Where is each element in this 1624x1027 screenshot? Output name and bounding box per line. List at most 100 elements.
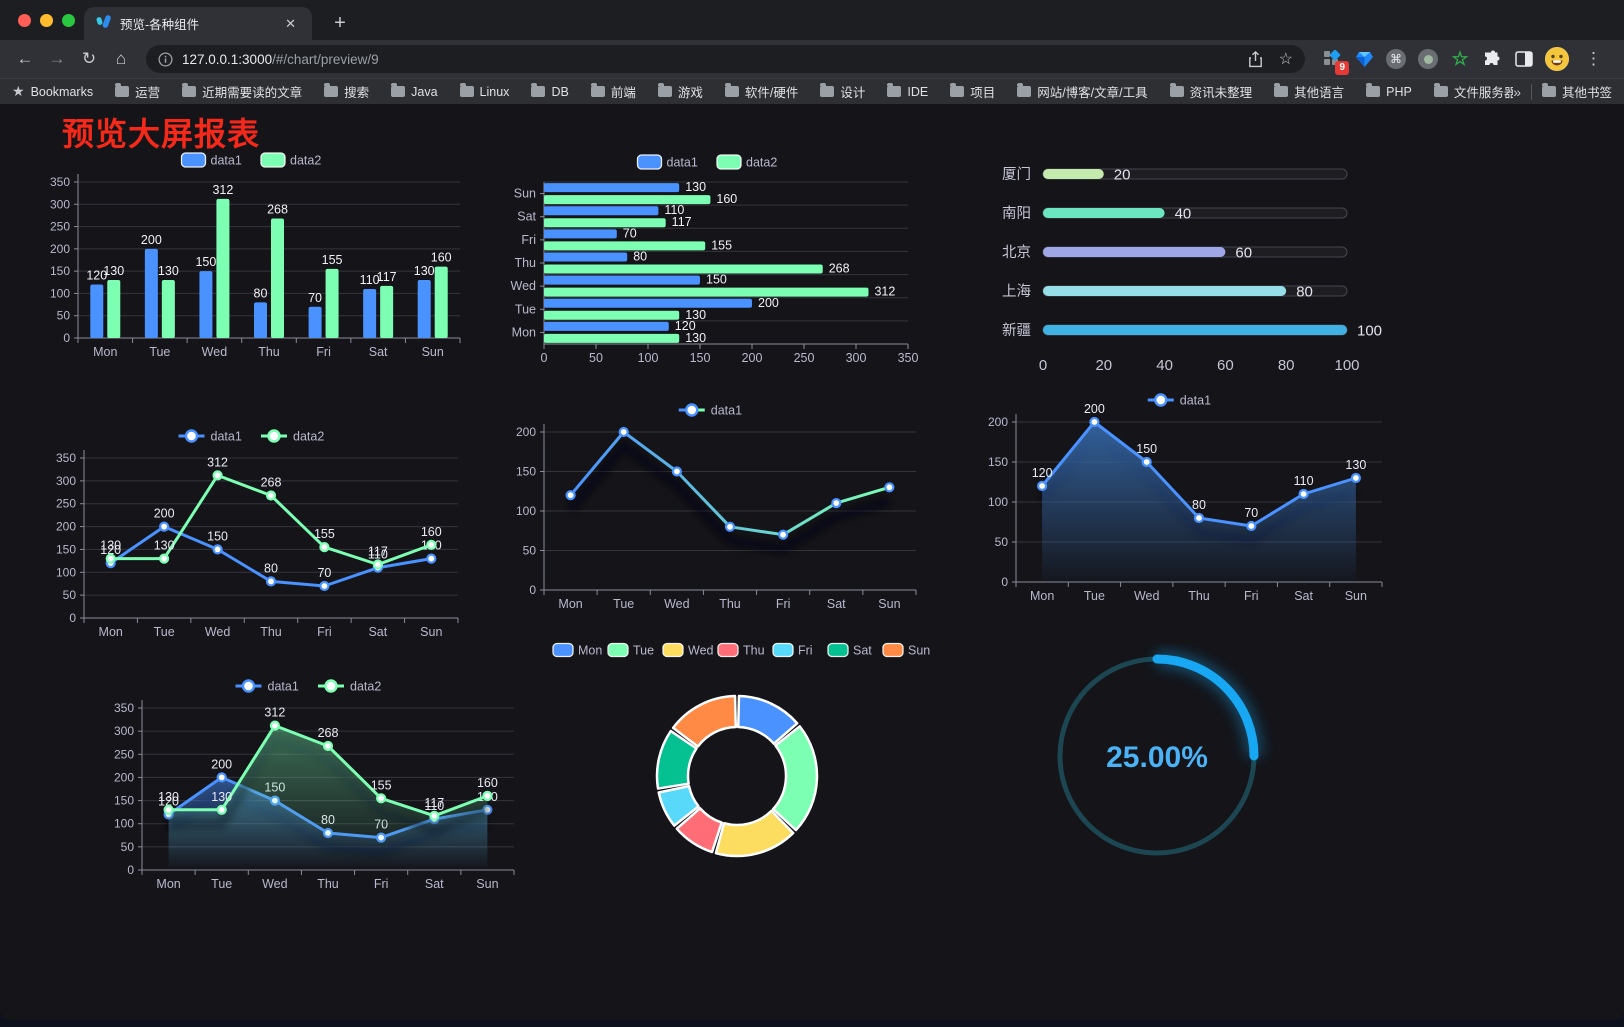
svg-text:100: 100 (1334, 357, 1359, 374)
svg-text:150: 150 (1136, 442, 1157, 456)
bookmark-folder[interactable]: 前端 (590, 82, 636, 101)
svg-text:130: 130 (414, 264, 435, 278)
reload-button[interactable]: ↻ (81, 49, 97, 68)
bookmark-folder[interactable]: 其他语言 (1274, 82, 1344, 101)
svg-text:Sat: Sat (853, 644, 872, 658)
svg-text:70: 70 (623, 226, 637, 240)
bookmark-folder[interactable]: 近期需要读的文章 (182, 82, 302, 101)
extension-gem-icon[interactable] (1353, 48, 1375, 70)
address-bar[interactable]: 127.0.0.1:3000/#/chart/preview/9 ☆ (146, 45, 1305, 73)
svg-text:268: 268 (829, 262, 850, 276)
forward-button[interactable]: → (48, 49, 66, 68)
chart-legend[interactable]: data1 data2 (180, 152, 322, 168)
svg-text:150: 150 (114, 794, 134, 808)
svg-text:350: 350 (56, 451, 76, 465)
svg-text:Sun: Sun (514, 187, 536, 201)
bookmark-star-icon[interactable]: ☆ (1278, 51, 1293, 68)
traffic-light-minimize[interactable] (40, 14, 53, 27)
bookmark-folder[interactable]: PHP (1366, 83, 1412, 99)
two-series-area-chart[interactable]: 0 50 100 150 200 250 300 350 Mon Tue Wed Thu Fri Sat S… (96, 672, 526, 896)
svg-text:25.00%: 25.00% (1106, 741, 1208, 774)
svg-text:新疆: 新疆 (1002, 322, 1031, 339)
svg-text:0: 0 (529, 583, 536, 597)
chart-legend[interactable]: data1 (678, 403, 742, 418)
bookmarks-label: Bookmarks (30, 84, 94, 99)
svg-text:Sat: Sat (827, 597, 846, 611)
extension-record-icon[interactable] (1417, 48, 1439, 70)
site-info-icon[interactable] (158, 51, 173, 67)
svg-text:80: 80 (1192, 498, 1206, 512)
svg-text:Fri: Fri (374, 877, 389, 891)
svg-text:data2: data2 (746, 156, 777, 170)
bookmark-folder[interactable]: 运营 (115, 82, 160, 101)
svg-text:Fri: Fri (521, 233, 536, 247)
bookmark-folder[interactable]: 文件服务器 (1433, 82, 1513, 101)
svg-text:130: 130 (103, 264, 124, 278)
svg-text:350: 350 (898, 351, 919, 365)
svg-text:200: 200 (211, 757, 232, 771)
svg-text:50: 50 (121, 840, 135, 854)
bookmark-folder[interactable]: 资讯未整理 (1169, 82, 1252, 101)
bookmarks-bar: ★ Bookmarks 运营 近期需要读的文章 搜索 Java Linux DB 前端 游戏 软… (0, 78, 1624, 104)
bookmark-folder[interactable]: Java (391, 83, 438, 99)
menu-icon[interactable]: ⋮ (1585, 49, 1602, 68)
svg-text:130: 130 (158, 264, 179, 278)
chart-legend[interactable]: data1 data2 (178, 429, 325, 444)
bookmark-folder[interactable]: IDE (887, 83, 928, 99)
two-series-line-chart[interactable]: 0 50 100 150 200 250 300 350 Mon Tue Wed Thu Fri Sat S… (38, 422, 470, 644)
chart-legend[interactable]: data1 data2 (235, 679, 382, 694)
svg-text:Wed: Wed (205, 625, 231, 639)
browser-tab[interactable]: 预览-各种组件 ✕ (84, 7, 312, 40)
chart-legend[interactable]: data1 data2 (636, 154, 778, 170)
traffic-light-zoom[interactable] (62, 14, 75, 27)
extensions-puzzle-icon[interactable] (1481, 48, 1503, 70)
svg-text:Sun: Sun (420, 625, 442, 639)
donut-chart[interactable]: Mon Tue Wed Thu Fri Sat Sun (540, 636, 942, 878)
share-icon[interactable] (1248, 50, 1263, 68)
folder-icon (531, 83, 546, 97)
tab-close-icon[interactable]: ✕ (285, 15, 296, 31)
bookmark-folder[interactable]: 设计 (820, 82, 865, 101)
svg-text:150: 150 (195, 255, 216, 269)
bookmark-folder[interactable]: 软件/硬件 (724, 82, 798, 101)
svg-text:150: 150 (50, 264, 70, 278)
svg-text:350: 350 (114, 701, 134, 715)
bookmark-folder[interactable]: DB (531, 83, 569, 99)
chart-legend[interactable]: Mon Tue Wed Thu Fri Sat Sun (552, 642, 930, 658)
gradient-line-chart[interactable]: 0 50 100 150 200 Mon Tue Wed Thu Fri Sat Sun data1 (498, 396, 928, 616)
svg-text:200: 200 (516, 425, 536, 439)
svg-text:Sun: Sun (878, 597, 900, 611)
svg-text:160: 160 (421, 525, 442, 539)
bookmark-folder[interactable]: 搜索 (324, 82, 369, 101)
other-bookmarks[interactable]: 其他书签 (1541, 82, 1612, 101)
svg-text:150: 150 (690, 351, 711, 365)
extension-star-icon[interactable]: ☆ (1451, 48, 1469, 70)
capsule-progress-chart[interactable]: 厦门 20 南阳 40 北京 60 上海 80 新疆 100 0 20 40 60 80 100 (985, 152, 1393, 390)
bookmark-folder[interactable]: 项目 (950, 82, 995, 101)
bookmark-folder[interactable]: 网站/博客/文章/工具 (1017, 82, 1148, 101)
svg-text:130: 130 (154, 539, 175, 553)
bookmarks-manager[interactable]: Bookmarks (31, 85, 94, 99)
back-button[interactable]: ← (16, 49, 34, 68)
svg-text:Wed: Wed (664, 597, 690, 611)
horizontal-bar-chart[interactable]: 0 50 100 150 200 250 300 350 130 160 Sun 110 117 Sat 7… (498, 148, 922, 370)
bookmark-folder[interactable]: 游戏 (657, 82, 703, 101)
extension-grid-icon[interactable]: 9 (1321, 48, 1349, 75)
traffic-light-close[interactable] (18, 14, 31, 27)
svg-text:160: 160 (477, 776, 498, 790)
svg-text:130: 130 (685, 331, 706, 345)
svg-text:100: 100 (1357, 323, 1382, 340)
grouped-bar-chart[interactable]: 0 50 100 150 200 250 300 350 120 130 Mon 200 130 Tue 1… (38, 146, 470, 364)
new-tab-button[interactable]: + (334, 11, 346, 34)
single-area-chart[interactable]: 0 50 100 150 200 Mon Tue Wed Thu Fri Sat Sun 120 200 1… (970, 386, 1394, 608)
gauge-chart[interactable]: 25.00% (1034, 644, 1280, 878)
home-button[interactable]: ⌂ (115, 49, 127, 68)
bookmarks-overflow-icon[interactable]: » (1513, 83, 1521, 100)
sidebar-toggle-icon[interactable] (1513, 48, 1535, 70)
profile-avatar[interactable] (1545, 47, 1569, 71)
bookmark-folder[interactable]: Linux (459, 83, 509, 99)
svg-text:300: 300 (56, 474, 76, 488)
extension-command-icon[interactable]: ⌘ (1385, 48, 1407, 70)
svg-text:117: 117 (377, 270, 397, 284)
chart-legend[interactable]: data1 (1147, 393, 1211, 408)
